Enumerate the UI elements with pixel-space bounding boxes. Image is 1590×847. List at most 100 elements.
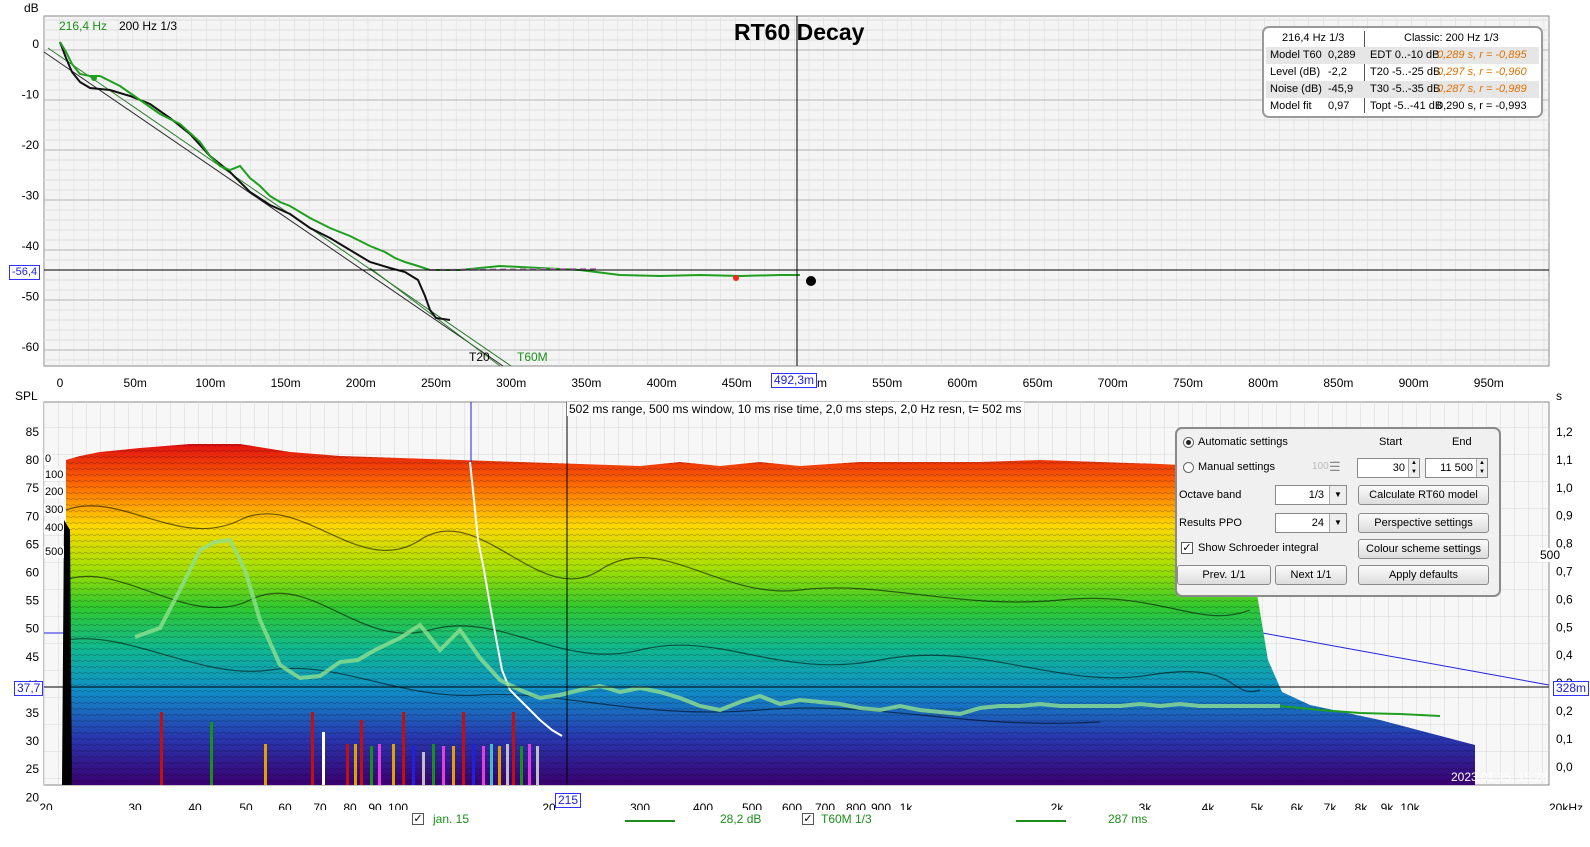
apply-defaults-button[interactable]: Apply defaults	[1358, 565, 1489, 585]
measurement-1-value: 28,2 dB	[720, 812, 762, 826]
decay-y-tick: -40	[22, 239, 40, 253]
manual-settings-label: Manual settings	[1198, 461, 1276, 473]
schroeder-label: Show Schroeder integral	[1198, 542, 1319, 554]
automatic-settings-label: Automatic settings	[1198, 436, 1288, 448]
waterfall-x-tick: 70	[313, 801, 327, 810]
noise-floor-dot	[806, 276, 816, 286]
waterfall-y-tick: 60	[26, 566, 40, 580]
waterfall-x-tick: 40	[188, 801, 202, 810]
decay-y-tick: -60	[22, 340, 40, 354]
stats-row: Noise (dB) -45,9 T30 -5..-35 dB 0,287 s, r…	[1266, 81, 1539, 98]
decay-level-cursor-label[interactable]: -56,4	[9, 265, 41, 280]
decay-time-curve	[134, 537, 1280, 717]
waterfall-x-tick: 30	[128, 801, 142, 810]
measurement-1-checkbox[interactable]: ✓	[412, 813, 424, 825]
rt60-stats-box: 216,4 Hz 1/3 Classic: 200 Hz 1/3 Model T…	[1262, 26, 1543, 118]
waterfall-y-tick: 45	[26, 650, 40, 664]
stats-row: Model fit 0,97 Topt -5..-41 dB 0,290 s, r …	[1270, 100, 1527, 112]
decay-trace-frequency: 216,4 Hz	[59, 19, 108, 33]
automatic-settings-radio[interactable]	[1183, 437, 1194, 448]
measurement-2-value: 287 ms	[1108, 812, 1148, 826]
waterfall-right-tick: 0,6	[1556, 592, 1573, 606]
next-button[interactable]: Next 1/1	[1275, 565, 1347, 585]
waterfall-x-tick: 10k	[1400, 801, 1420, 810]
decay-graph[interactable]: T20 T60M 0 -10 -20 -30 -40 -50 -60 0 50m 100m 150…	[0, 0, 1590, 400]
timestamp: 2023.01.15. 15:28	[1451, 770, 1548, 784]
waterfall-right-tick: 0,5	[1556, 620, 1573, 634]
waterfall-y-tick: 85	[26, 425, 40, 439]
waterfall-x-tick: 900	[871, 801, 891, 810]
waterfall-y-unit: SPL	[15, 389, 38, 403]
depth-tick: 200	[44, 486, 65, 498]
faded-100-label: 100	[1312, 461, 1329, 472]
decay-x-tick: 50m	[124, 376, 147, 390]
waterfall-x-tick: 700	[815, 801, 835, 810]
waterfall-x-tick: 20	[542, 801, 556, 810]
measurement-2-swatch	[1016, 820, 1066, 822]
results-ppo-select[interactable]: 24 ▼	[1275, 513, 1347, 533]
calculate-rt60-button[interactable]: Calculate RT60 model	[1358, 485, 1489, 505]
waterfall-x-tick: 3k	[1139, 801, 1153, 810]
waterfall-x-tick: 9k	[1381, 801, 1395, 810]
start-frequency-field[interactable]: 30 ▲ ▼	[1357, 458, 1420, 478]
waterfall-spl-cursor-label[interactable]: 37,7	[14, 681, 44, 696]
waterfall-x-tick: 100	[388, 801, 408, 810]
decay-x-tick: 550m	[872, 376, 902, 390]
waterfall-right-tick: 0,8	[1556, 537, 1573, 551]
measurement-2-checkbox[interactable]: ✓	[802, 813, 814, 825]
waterfall-x-tick: 4k	[1202, 801, 1216, 810]
schroeder-curve	[59, 41, 451, 321]
waterfall-y-tick: 20	[26, 790, 40, 804]
waterfall-x-tick: 60	[278, 801, 292, 810]
decay-y-tick: -20	[22, 138, 40, 152]
chevron-down-icon: ▼	[1329, 486, 1346, 504]
decay-time-cursor-label[interactable]: 492,3m	[771, 373, 818, 388]
waterfall-right-tick: 0,9	[1556, 509, 1573, 523]
waterfall-x-tick: 300	[630, 801, 650, 810]
waterfall-y-tick: 70	[26, 509, 40, 523]
measurement-1-name: jan. 15	[433, 812, 470, 826]
waterfall-y-tick: 55	[26, 594, 40, 608]
decay-x-tick: 600m	[947, 376, 977, 390]
waterfall-y-tick: 30	[26, 734, 40, 748]
frequency-bars	[160, 712, 539, 785]
decay-x-tick: 750m	[1173, 376, 1203, 390]
manual-settings-radio[interactable]	[1183, 462, 1194, 473]
waterfall-right-tick: 0,0	[1556, 760, 1573, 774]
waterfall-right-tick: 0,1	[1556, 732, 1573, 746]
t60m-fit-line	[47, 47, 512, 367]
waterfall-x-tick: 20kHz	[1549, 801, 1583, 810]
decay-y-tick: 0	[32, 37, 39, 51]
waterfall-y-tick: 65	[26, 537, 40, 551]
waterfall-x-tick: 1k	[900, 801, 914, 810]
prev-button[interactable]: Prev. 1/1	[1177, 565, 1271, 585]
waterfall-x-tick: 600	[782, 801, 802, 810]
decay-x-tick: 800m	[1248, 376, 1278, 390]
end-frequency-field[interactable]: 11 500 ▲ ▼	[1425, 458, 1488, 478]
waterfall-freq-cursor-label[interactable]: 215	[555, 793, 582, 808]
perspective-settings-button[interactable]: Perspective settings	[1358, 513, 1489, 533]
waterfall-x-tick: 20	[39, 801, 53, 810]
depth-tick: 0	[44, 453, 53, 465]
t20-fit-line	[43, 51, 504, 367]
decay-y-tick: -50	[22, 290, 40, 304]
stats-right-header: Classic: 200 Hz 1/3	[1404, 32, 1499, 44]
waterfall-right-cursor-label[interactable]: 328m	[1553, 681, 1590, 696]
colour-scheme-button[interactable]: Colour scheme settings	[1358, 539, 1489, 559]
decay-x-tick: 950m	[1474, 376, 1504, 390]
right-depth-label: 500	[1538, 548, 1563, 562]
schroeder-checkbox[interactable]: ✓	[1181, 542, 1193, 554]
decay-x-tick: 150m	[271, 376, 301, 390]
waterfall-y-tick: 80	[26, 453, 40, 467]
slider-icon: ☰	[1329, 459, 1341, 474]
octave-band-select[interactable]: 1/3 ▼	[1275, 485, 1347, 505]
measurement-1-swatch	[625, 820, 675, 822]
waterfall-info: 502 ms range, 500 ms window, 10 ms rise …	[567, 402, 1024, 416]
decay-x-tick: 900m	[1399, 376, 1429, 390]
waterfall-right-tick: 1,2	[1556, 425, 1573, 439]
stats-left-header: 216,4 Hz 1/3	[1282, 32, 1345, 44]
decay-y-tick: -10	[22, 88, 40, 102]
depth-tick: 400	[44, 522, 65, 534]
decay-x-tick: 400m	[647, 376, 677, 390]
decay-x-tick: 350m	[571, 376, 601, 390]
